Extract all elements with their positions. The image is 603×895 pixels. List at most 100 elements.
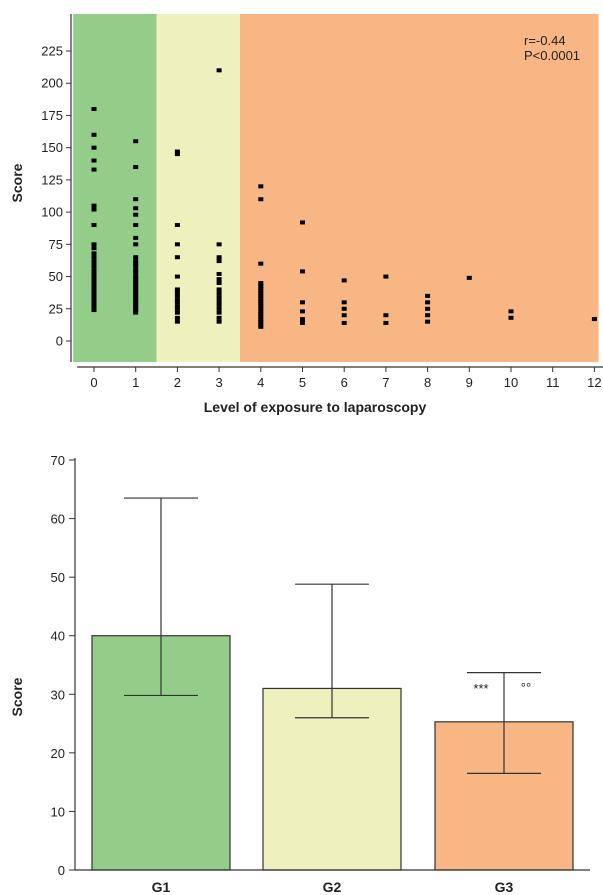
point-x1-9 bbox=[133, 259, 139, 264]
point-x3-7 bbox=[216, 287, 222, 292]
x-tick-label-3: 3 bbox=[215, 375, 222, 390]
point-x12-0 bbox=[591, 317, 597, 322]
point-x3-9 bbox=[216, 295, 222, 300]
point-x1-0 bbox=[133, 139, 139, 144]
point-x4-17 bbox=[258, 317, 264, 322]
significance-mark-circles: °° bbox=[521, 680, 531, 695]
error-bars bbox=[124, 497, 541, 774]
point-x0-0 bbox=[91, 106, 97, 111]
point-x5-0 bbox=[300, 220, 305, 225]
y-tick-label-150: 150 bbox=[41, 140, 63, 155]
point-x1-22 bbox=[133, 295, 139, 300]
point-x2-8 bbox=[174, 293, 180, 298]
region-1 bbox=[156, 14, 240, 362]
point-x5-4 bbox=[300, 317, 305, 322]
point-x4-16 bbox=[258, 314, 264, 319]
x-tick-label-11: 11 bbox=[546, 375, 560, 390]
point-x2-15 bbox=[174, 319, 180, 324]
point-x0-17 bbox=[91, 274, 97, 279]
y-tick-label-200: 200 bbox=[41, 76, 63, 91]
x-tick-label-12: 12 bbox=[587, 375, 601, 390]
point-x0-30 bbox=[91, 308, 97, 313]
scatter-points bbox=[91, 68, 597, 329]
point-x2-14 bbox=[174, 315, 180, 320]
point-x2-12 bbox=[174, 306, 180, 311]
point-x3-1 bbox=[216, 242, 222, 247]
point-x0-24 bbox=[91, 292, 97, 297]
y-tick-label-50: 50 bbox=[49, 269, 63, 284]
point-x4-18 bbox=[258, 319, 264, 324]
point-x0-19 bbox=[91, 279, 97, 284]
point-x1-10 bbox=[133, 261, 139, 266]
point-x0-13 bbox=[91, 261, 97, 266]
point-x1-8 bbox=[133, 255, 139, 260]
point-x4-4 bbox=[258, 283, 264, 288]
point-x2-10 bbox=[174, 300, 180, 305]
point-x4-0 bbox=[258, 184, 264, 189]
point-x0-4 bbox=[91, 167, 97, 172]
bar-axes: G1 G2 G3 0 10 20 30 40 50 60 70 bbox=[51, 453, 590, 895]
point-x0-15 bbox=[91, 268, 97, 273]
point-x7-2 bbox=[383, 320, 389, 325]
point-x8-2 bbox=[425, 306, 431, 311]
point-x1-17 bbox=[133, 282, 139, 287]
bar-G2 bbox=[262, 687, 402, 871]
category-label-G1: G1 bbox=[152, 879, 171, 895]
point-x2-4 bbox=[174, 255, 180, 260]
point-x0-22 bbox=[91, 287, 97, 292]
point-x1-13 bbox=[133, 270, 139, 275]
point-x7-0 bbox=[383, 274, 389, 279]
point-x3-8 bbox=[216, 291, 222, 296]
bar-y-tick-label-30: 30 bbox=[51, 687, 65, 702]
point-x8-3 bbox=[425, 313, 431, 318]
region-2 bbox=[239, 14, 599, 362]
point-x1-16 bbox=[133, 279, 139, 284]
x-tick-label-1: 1 bbox=[132, 375, 139, 390]
significance-mark-stars: *** bbox=[473, 681, 488, 696]
point-x6-2 bbox=[341, 306, 347, 311]
x-tick-label-9: 9 bbox=[466, 375, 473, 390]
point-x2-3 bbox=[174, 242, 180, 247]
point-x3-2 bbox=[216, 255, 222, 260]
point-x0-6 bbox=[91, 207, 97, 212]
point-x1-26 bbox=[133, 305, 139, 310]
bar-y-tick-label-40: 40 bbox=[51, 629, 65, 644]
point-x4-1 bbox=[258, 197, 264, 202]
point-x3-0 bbox=[216, 68, 222, 73]
y-tick-label-75: 75 bbox=[49, 237, 63, 252]
significance-marks: *** °° bbox=[473, 680, 531, 696]
scatter-x-axis-title: Level of exposure to laparoscopy bbox=[204, 399, 427, 415]
point-x4-13 bbox=[258, 306, 264, 311]
point-x1-28 bbox=[133, 310, 139, 315]
p-value-label: P<0.0001 bbox=[524, 48, 580, 63]
point-x1-7 bbox=[133, 242, 139, 247]
bar-y-axis-title: Score bbox=[9, 677, 25, 716]
point-x8-1 bbox=[425, 300, 431, 305]
bars bbox=[91, 635, 574, 871]
point-x0-11 bbox=[91, 255, 97, 260]
point-x1-1 bbox=[133, 164, 139, 169]
point-x6-1 bbox=[341, 300, 347, 305]
point-x0-14 bbox=[91, 264, 97, 269]
point-x3-14 bbox=[216, 315, 222, 320]
y-tick-label-125: 125 bbox=[41, 172, 63, 187]
point-x6-0 bbox=[341, 278, 347, 283]
point-x3-13 bbox=[216, 310, 222, 315]
x-tick-label-4: 4 bbox=[257, 375, 264, 390]
point-x1-23 bbox=[133, 297, 139, 302]
bar-chart: G1 G2 G3 0 10 20 30 40 50 60 70 *** °° Score bbox=[9, 453, 590, 895]
point-x0-28 bbox=[91, 302, 97, 307]
point-x3-4 bbox=[216, 271, 222, 276]
point-x1-27 bbox=[133, 308, 139, 313]
point-x9-0 bbox=[466, 275, 472, 280]
point-x0-3 bbox=[91, 158, 97, 163]
point-x5-5 bbox=[300, 320, 305, 325]
x-tick-label-2: 2 bbox=[174, 375, 181, 390]
point-x4-10 bbox=[258, 299, 264, 304]
point-x0-16 bbox=[91, 271, 97, 276]
point-x0-1 bbox=[91, 132, 97, 137]
x-tick-label-0: 0 bbox=[90, 375, 97, 390]
point-x3-11 bbox=[216, 302, 222, 307]
point-x2-6 bbox=[174, 287, 180, 292]
